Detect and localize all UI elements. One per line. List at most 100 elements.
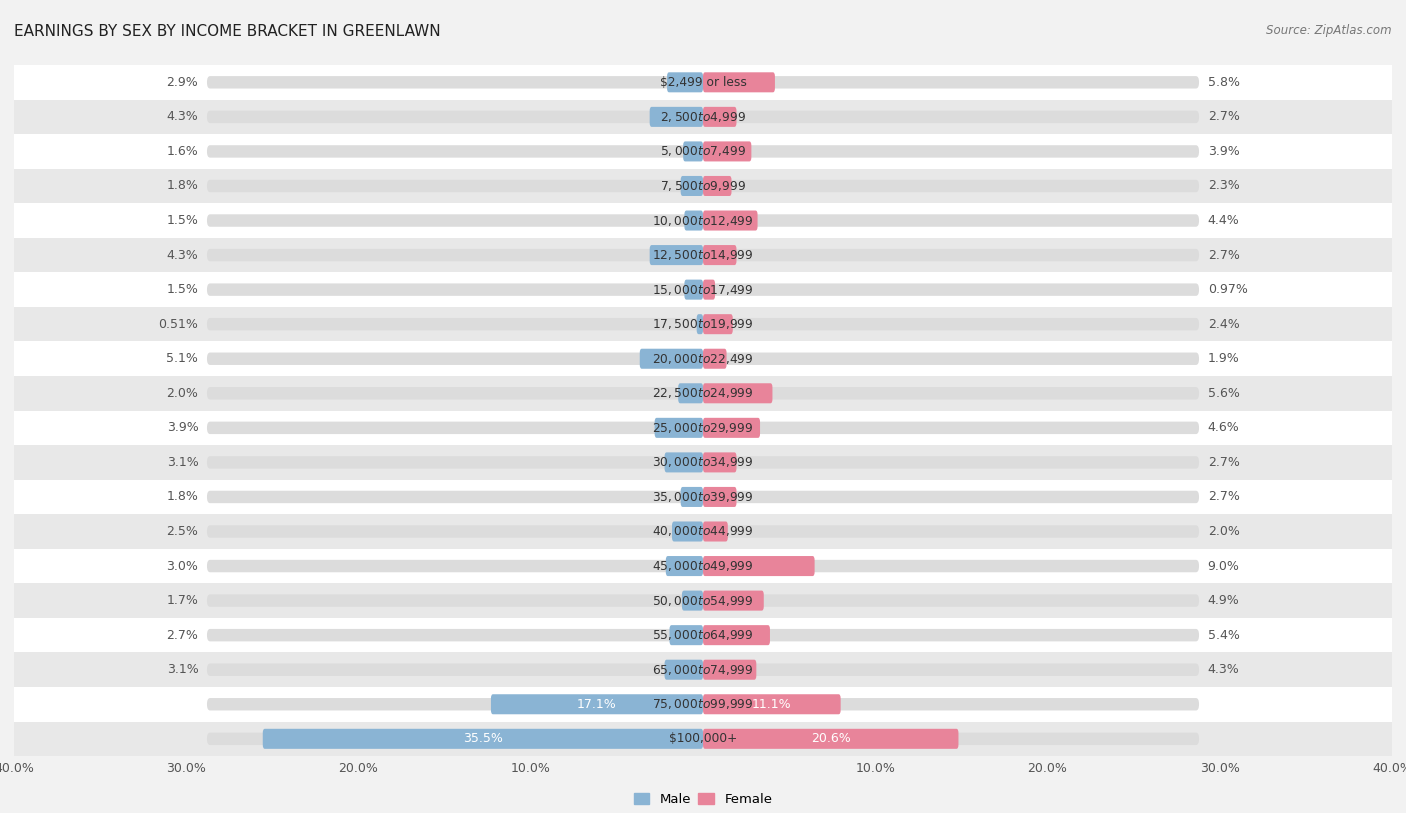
- Text: 4.6%: 4.6%: [1208, 421, 1240, 434]
- Bar: [14, 687, 1392, 722]
- Text: 5.6%: 5.6%: [1208, 387, 1240, 400]
- Text: 3.9%: 3.9%: [1208, 145, 1240, 158]
- Bar: [14, 272, 1392, 307]
- Bar: [14, 411, 1392, 446]
- Bar: [14, 584, 1392, 618]
- Bar: [14, 515, 1392, 549]
- Text: 17.1%: 17.1%: [576, 698, 617, 711]
- FancyBboxPatch shape: [669, 625, 703, 646]
- Bar: [14, 376, 1392, 411]
- Text: 35.5%: 35.5%: [463, 733, 503, 746]
- FancyBboxPatch shape: [665, 659, 703, 680]
- Text: 2.0%: 2.0%: [1208, 525, 1240, 538]
- FancyBboxPatch shape: [207, 525, 1199, 537]
- Text: $30,000 to $34,999: $30,000 to $34,999: [652, 455, 754, 469]
- Text: 3.1%: 3.1%: [166, 663, 198, 676]
- FancyBboxPatch shape: [207, 76, 1199, 89]
- Text: 1.9%: 1.9%: [1208, 352, 1240, 365]
- FancyBboxPatch shape: [703, 590, 763, 611]
- Text: $20,000 to $22,499: $20,000 to $22,499: [652, 352, 754, 366]
- Text: 2.4%: 2.4%: [1208, 318, 1240, 331]
- FancyBboxPatch shape: [681, 176, 703, 196]
- FancyBboxPatch shape: [703, 452, 737, 472]
- FancyBboxPatch shape: [703, 211, 758, 231]
- Text: $100,000+: $100,000+: [669, 733, 737, 746]
- Bar: [14, 341, 1392, 376]
- FancyBboxPatch shape: [207, 629, 1199, 641]
- Text: 2.7%: 2.7%: [1208, 456, 1240, 469]
- Text: $50,000 to $54,999: $50,000 to $54,999: [652, 593, 754, 607]
- FancyBboxPatch shape: [703, 141, 751, 162]
- Text: 3.9%: 3.9%: [166, 421, 198, 434]
- FancyBboxPatch shape: [207, 353, 1199, 365]
- FancyBboxPatch shape: [672, 521, 703, 541]
- Text: 3.0%: 3.0%: [166, 559, 198, 572]
- FancyBboxPatch shape: [207, 111, 1199, 123]
- FancyBboxPatch shape: [703, 487, 737, 507]
- Bar: [14, 134, 1392, 169]
- Text: 1.7%: 1.7%: [166, 594, 198, 607]
- FancyBboxPatch shape: [207, 215, 1199, 227]
- FancyBboxPatch shape: [207, 387, 1199, 399]
- FancyBboxPatch shape: [703, 556, 814, 576]
- FancyBboxPatch shape: [697, 314, 703, 334]
- Bar: [14, 203, 1392, 237]
- Text: $40,000 to $44,999: $40,000 to $44,999: [652, 524, 754, 538]
- Text: 2.7%: 2.7%: [1208, 249, 1240, 262]
- FancyBboxPatch shape: [685, 211, 703, 231]
- FancyBboxPatch shape: [703, 383, 772, 403]
- FancyBboxPatch shape: [703, 245, 737, 265]
- Text: 2.7%: 2.7%: [1208, 111, 1240, 124]
- FancyBboxPatch shape: [207, 698, 1199, 711]
- Text: 5.8%: 5.8%: [1208, 76, 1240, 89]
- Text: 4.9%: 4.9%: [1208, 594, 1240, 607]
- FancyBboxPatch shape: [683, 141, 703, 162]
- Text: 4.3%: 4.3%: [166, 249, 198, 262]
- FancyBboxPatch shape: [665, 452, 703, 472]
- Text: $22,500 to $24,999: $22,500 to $24,999: [652, 386, 754, 400]
- FancyBboxPatch shape: [207, 594, 1199, 606]
- Text: $2,500 to $4,999: $2,500 to $4,999: [659, 110, 747, 124]
- FancyBboxPatch shape: [703, 659, 756, 680]
- Legend: Male, Female: Male, Female: [628, 788, 778, 811]
- Bar: [14, 722, 1392, 756]
- FancyBboxPatch shape: [207, 560, 1199, 572]
- FancyBboxPatch shape: [703, 280, 716, 300]
- FancyBboxPatch shape: [650, 107, 703, 127]
- Text: 11.1%: 11.1%: [752, 698, 792, 711]
- FancyBboxPatch shape: [703, 418, 761, 438]
- Bar: [14, 446, 1392, 480]
- Text: 0.97%: 0.97%: [1208, 283, 1247, 296]
- FancyBboxPatch shape: [207, 663, 1199, 676]
- FancyBboxPatch shape: [703, 625, 770, 646]
- FancyBboxPatch shape: [703, 176, 731, 196]
- Bar: [14, 618, 1392, 652]
- FancyBboxPatch shape: [685, 280, 703, 300]
- Text: 0.51%: 0.51%: [159, 318, 198, 331]
- Text: 4.3%: 4.3%: [166, 111, 198, 124]
- FancyBboxPatch shape: [207, 284, 1199, 296]
- FancyBboxPatch shape: [207, 733, 1199, 745]
- Text: 4.4%: 4.4%: [1208, 214, 1240, 227]
- Text: 9.0%: 9.0%: [1208, 559, 1240, 572]
- Text: $17,500 to $19,999: $17,500 to $19,999: [652, 317, 754, 331]
- FancyBboxPatch shape: [655, 418, 703, 438]
- Text: $12,500 to $14,999: $12,500 to $14,999: [652, 248, 754, 262]
- Text: 3.1%: 3.1%: [166, 456, 198, 469]
- Text: Source: ZipAtlas.com: Source: ZipAtlas.com: [1267, 24, 1392, 37]
- FancyBboxPatch shape: [703, 694, 841, 715]
- Text: $15,000 to $17,499: $15,000 to $17,499: [652, 283, 754, 297]
- Bar: [14, 480, 1392, 515]
- Text: $35,000 to $39,999: $35,000 to $39,999: [652, 490, 754, 504]
- Text: 2.7%: 2.7%: [166, 628, 198, 641]
- Bar: [14, 549, 1392, 584]
- FancyBboxPatch shape: [207, 249, 1199, 261]
- Text: 2.3%: 2.3%: [1208, 180, 1240, 193]
- Text: EARNINGS BY SEX BY INCOME BRACKET IN GREENLAWN: EARNINGS BY SEX BY INCOME BRACKET IN GRE…: [14, 24, 440, 39]
- Text: 1.8%: 1.8%: [166, 490, 198, 503]
- FancyBboxPatch shape: [207, 146, 1199, 158]
- FancyBboxPatch shape: [650, 245, 703, 265]
- FancyBboxPatch shape: [703, 349, 727, 369]
- FancyBboxPatch shape: [666, 72, 703, 93]
- FancyBboxPatch shape: [491, 694, 703, 715]
